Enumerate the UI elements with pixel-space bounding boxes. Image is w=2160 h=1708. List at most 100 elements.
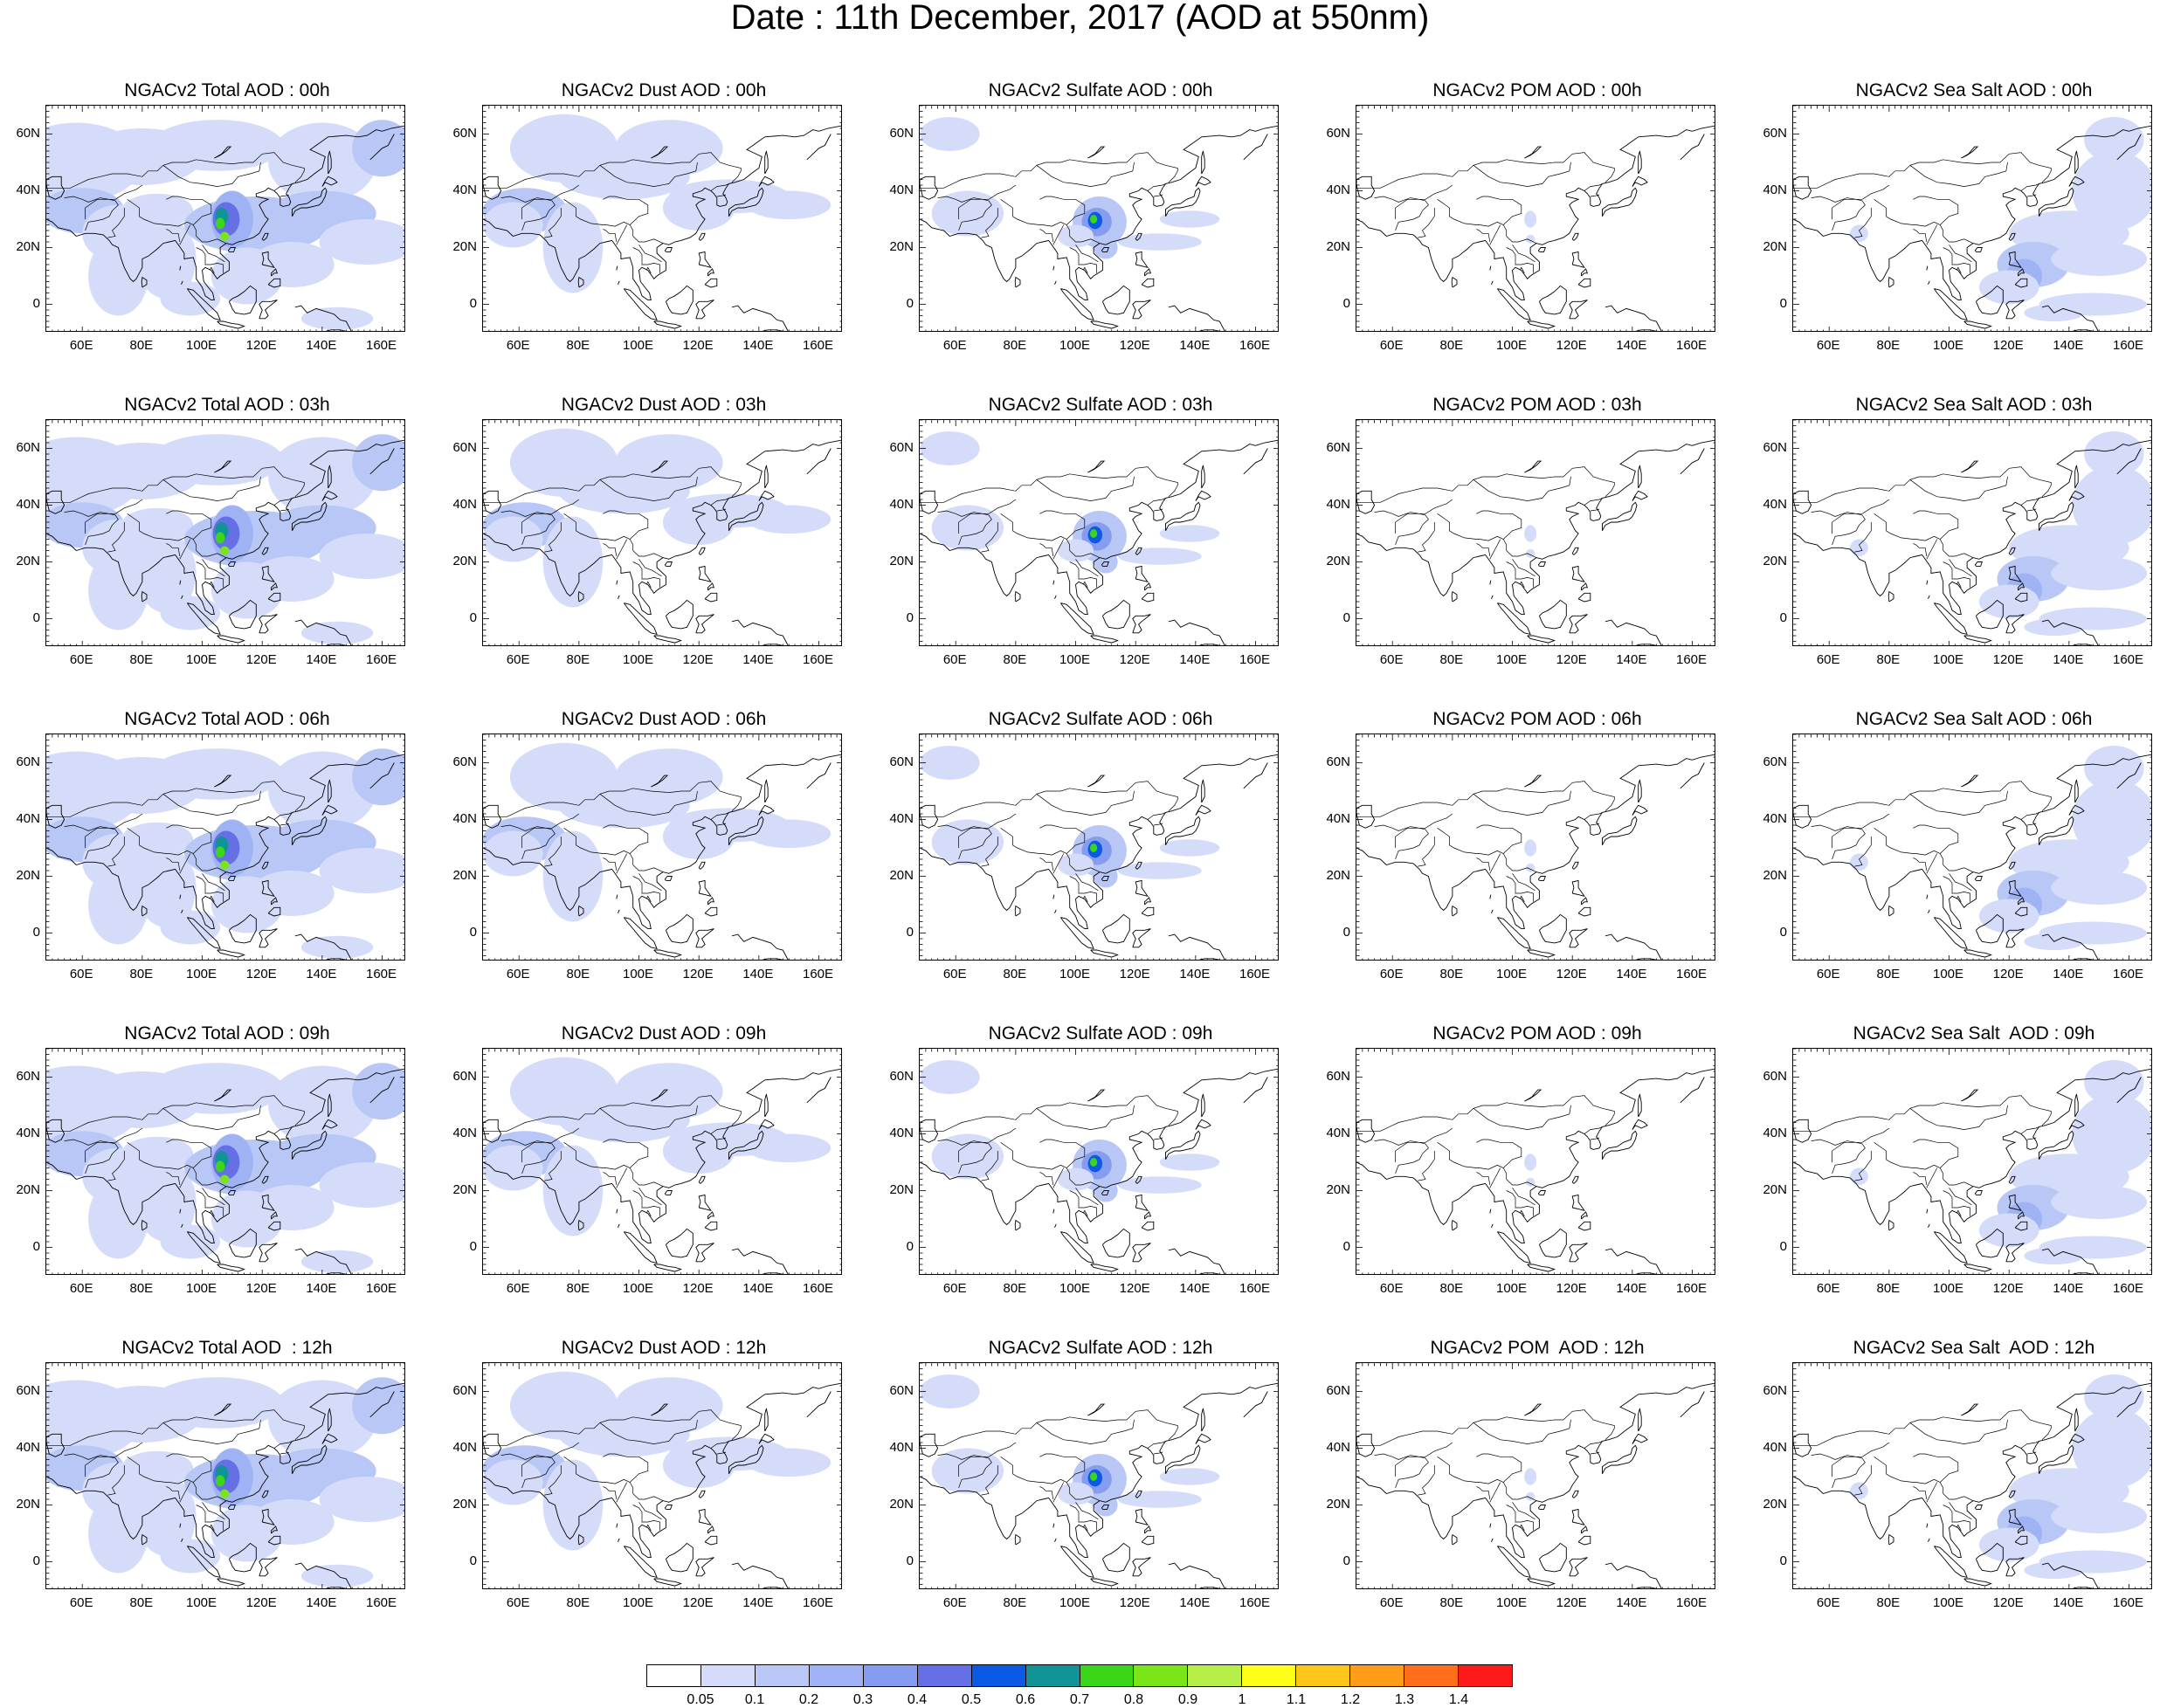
coastline bbox=[1141, 592, 1155, 603]
lat-label: 40N bbox=[452, 1439, 477, 1455]
country-border bbox=[1590, 823, 1600, 826]
country-border bbox=[1476, 857, 1491, 871]
coastline bbox=[1887, 590, 1894, 603]
country-border bbox=[46, 781, 305, 817]
country-border bbox=[710, 812, 729, 820]
country-border bbox=[1082, 895, 1088, 902]
coastline bbox=[1135, 1508, 1149, 1526]
lon-label: 100E bbox=[1496, 338, 1528, 353]
coastlines bbox=[1793, 439, 2151, 645]
coastline bbox=[616, 1209, 618, 1214]
country-border bbox=[632, 876, 660, 902]
aod-region bbox=[2084, 431, 2144, 477]
coastline bbox=[653, 1578, 682, 1587]
country-border bbox=[632, 247, 660, 273]
aod-region bbox=[319, 1477, 404, 1522]
lon-label: 140E bbox=[1179, 1595, 1211, 1610]
coastline bbox=[228, 285, 257, 315]
lat-label: 0 bbox=[906, 924, 914, 940]
coastline bbox=[141, 1219, 148, 1231]
aod-region bbox=[300, 306, 374, 330]
aod-field bbox=[483, 742, 832, 922]
map-frame bbox=[1356, 419, 1715, 646]
aod-region bbox=[557, 468, 690, 514]
coastline bbox=[1975, 285, 2004, 315]
map-panel-total-0: NGACv2 Total AOD : 00h 60N 40N 20N 0 60E 80E 10… bbox=[0, 80, 437, 395]
coastline bbox=[1052, 265, 1055, 271]
coastline bbox=[214, 460, 232, 473]
country-border bbox=[1082, 1524, 1088, 1531]
aod-field bbox=[1524, 525, 1536, 558]
coastline bbox=[1243, 448, 1268, 475]
coastline bbox=[267, 1221, 281, 1231]
coastline bbox=[2068, 1433, 2085, 1444]
figure-title: Date : 11th December, 2017 (AOD at 550nm… bbox=[730, 0, 1430, 37]
coastline bbox=[141, 905, 148, 917]
aod-region bbox=[747, 1448, 832, 1477]
lat-label: 40N bbox=[16, 1439, 40, 1455]
country-border bbox=[1909, 476, 2008, 501]
aod-region bbox=[2051, 556, 2148, 590]
aod-region bbox=[121, 507, 194, 542]
map-frame bbox=[919, 419, 1279, 646]
country-border bbox=[64, 1127, 143, 1146]
panel-title: NGACv2 POM AOD : 09h bbox=[1432, 1023, 1642, 1043]
coastline bbox=[1054, 909, 1057, 913]
coastline bbox=[181, 1538, 183, 1542]
coastline bbox=[1101, 247, 1109, 252]
country-border bbox=[2026, 1451, 2037, 1455]
lat-label: 40N bbox=[889, 810, 914, 826]
lon-label: 60E bbox=[506, 967, 530, 981]
country-border bbox=[1793, 1409, 2052, 1446]
country-border bbox=[500, 184, 580, 203]
coastline bbox=[624, 1231, 658, 1264]
panel-title: NGACv2 Total AOD : 12h bbox=[121, 1338, 333, 1358]
coastline bbox=[704, 1221, 718, 1231]
lon-label: 100E bbox=[1059, 967, 1091, 981]
coastline bbox=[698, 1175, 706, 1184]
lon-label: 100E bbox=[186, 338, 217, 353]
lon-label: 80E bbox=[1439, 967, 1464, 981]
lon-label: 140E bbox=[742, 1595, 774, 1610]
axis-ticks bbox=[1356, 1363, 1715, 1588]
aod-region bbox=[931, 1448, 1004, 1494]
coastlines bbox=[920, 1382, 1278, 1588]
aod-region bbox=[151, 434, 284, 486]
coastline bbox=[1087, 775, 1106, 788]
coastline bbox=[1144, 1211, 1152, 1220]
coastline bbox=[1195, 1119, 1211, 1130]
lat-label: 0 bbox=[1342, 1553, 1350, 1568]
country-border bbox=[1039, 857, 1054, 871]
coastline bbox=[1537, 1190, 1546, 1195]
lat-label: 0 bbox=[1342, 1238, 1350, 1254]
aod-region bbox=[1978, 1527, 2039, 1562]
country-border bbox=[1473, 476, 1571, 501]
coastline bbox=[1052, 580, 1055, 585]
lat-label: 20N bbox=[889, 238, 914, 254]
map-panel-seasalt-4: NGACv2 Sea Salt AOD : 12h 60N 40N 20N 0 60E 80… bbox=[1747, 1338, 2160, 1652]
coastline bbox=[698, 251, 712, 269]
lon-label: 120E bbox=[245, 338, 277, 353]
lon-label: 160E bbox=[803, 1281, 834, 1296]
country-border bbox=[1437, 199, 1537, 244]
axis-ticks bbox=[483, 734, 841, 960]
country-border bbox=[1949, 244, 1972, 263]
country-border bbox=[1476, 1453, 1522, 1483]
country-border bbox=[483, 781, 742, 817]
coastline bbox=[321, 1433, 338, 1444]
lon-label: 100E bbox=[1933, 338, 1964, 353]
lat-label: 0 bbox=[32, 1553, 40, 1568]
country-border bbox=[279, 823, 290, 826]
lon-label: 120E bbox=[1556, 338, 1587, 353]
coastline bbox=[228, 1228, 257, 1258]
coastline bbox=[707, 1211, 715, 1220]
coastline bbox=[1135, 861, 1142, 870]
coastline bbox=[728, 1444, 764, 1475]
coastline bbox=[1527, 1264, 1556, 1272]
lon-label: 140E bbox=[2053, 652, 2084, 667]
panel-title: NGACv2 POM AOD : 12h bbox=[1430, 1338, 1645, 1358]
lon-label: 60E bbox=[1379, 338, 1404, 353]
coastline bbox=[577, 590, 584, 603]
coastline bbox=[1451, 1533, 1458, 1546]
coastline bbox=[704, 1535, 718, 1546]
